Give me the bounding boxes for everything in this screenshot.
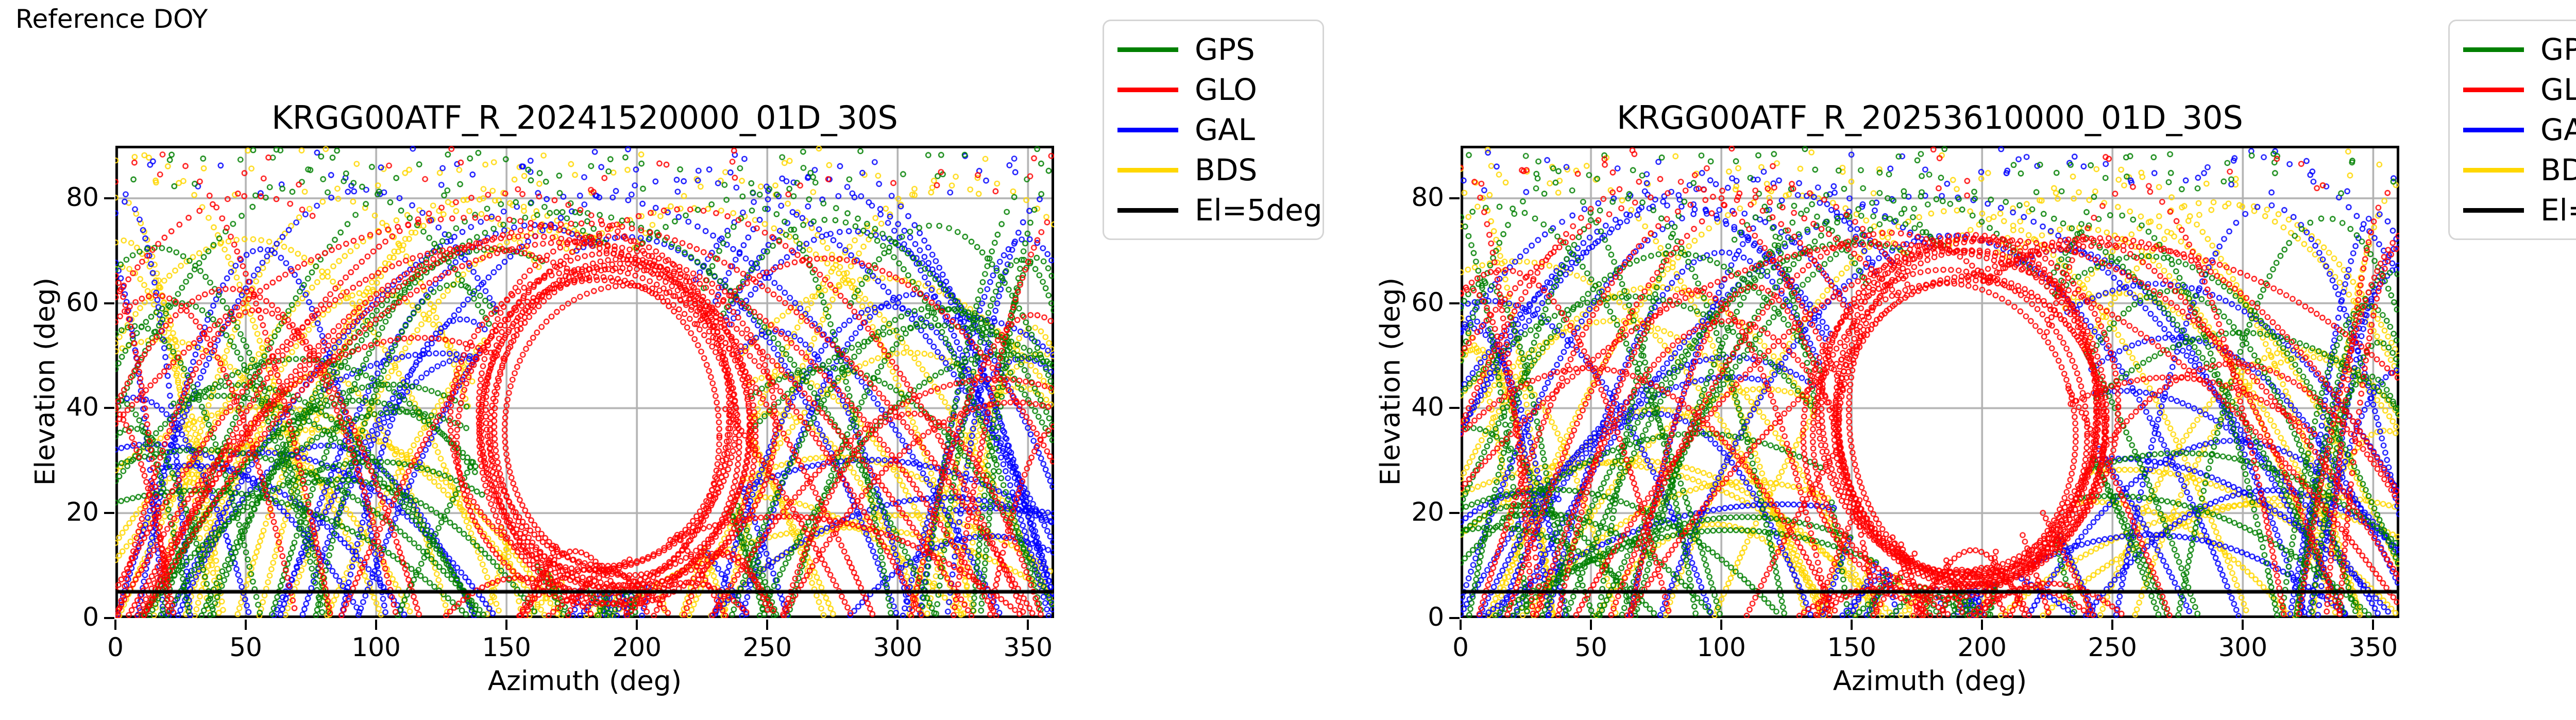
y-tick-mark [1449,197,1460,199]
legend-line-sample [1117,87,1178,92]
x-tick-label: 100 [1697,632,1746,662]
y-tick-label: 40 [1411,392,1444,422]
y-tick-mark [1449,407,1460,409]
legend-line-sample [1117,167,1178,173]
legend-label: GPS [2540,32,2576,67]
x-tick-label: 150 [1827,632,1876,662]
legend-line-sample [2463,47,2524,52]
x-tick-mark [2372,620,2375,630]
x-tick-label: 200 [612,632,662,662]
x-tick-label: 0 [107,632,124,662]
y-tick-mark [1449,512,1460,515]
panel-b-title: KRGG00ATF_R_20253610000_01D_30S [1617,99,2243,136]
x-tick-label: 250 [2088,632,2137,662]
x-tick-label: 300 [2218,632,2268,662]
x-tick-mark [245,620,247,630]
y-tick-label: 80 [1411,182,1444,212]
legend-line-sample [2463,127,2524,132]
legend-label: GPS [1195,32,1255,67]
x-tick-label: 0 [1452,632,1469,662]
x-tick-mark [636,620,638,630]
y-tick-label: 40 [66,392,99,422]
legend-entry-glo: GLO [2463,72,2576,107]
legend-label: El=5deg [1195,193,1323,228]
x-tick-mark [1027,620,1029,630]
y-tick-label: 0 [82,602,99,632]
panel-b-skyplot-canvas [1461,146,2399,618]
y-tick-label: 0 [1428,602,1444,632]
x-tick-mark [766,620,769,630]
x-tick-label: 50 [229,632,262,662]
legend-label: El=5deg [2540,193,2576,228]
legend-entry-bds: BDS [1117,152,1323,187]
legend-entry-bds: BDS [2463,152,2576,187]
panel-b-legend: GPS GLO GAL BDS El=5deg [2448,20,2576,240]
x-tick-label: 100 [351,632,401,662]
x-tick-mark [896,620,899,630]
legend-line-sample [2463,87,2524,92]
legend-label: GAL [1195,112,1255,147]
legend-line-sample [2463,208,2524,213]
panel-a-xlabel: Azimuth (deg) [487,665,682,697]
x-tick-mark [505,620,508,630]
panel-b-ylabel: Elevation (deg) [1375,277,1406,486]
legend-label: GLO [2540,72,2576,107]
x-tick-mark [1720,620,1723,630]
y-tick-label: 80 [66,182,99,212]
x-tick-label: 350 [1003,632,1053,662]
y-tick-label: 60 [66,287,99,317]
legend-entry-gal: GAL [1117,112,1323,147]
x-tick-mark [1460,620,1462,630]
legend-label: BDS [1195,152,1258,187]
x-tick-label: 200 [1957,632,2007,662]
panel-a-ylabel: Elevation (deg) [29,277,61,486]
x-tick-mark [2242,620,2244,630]
x-tick-mark [1590,620,1592,630]
x-tick-label: 150 [482,632,531,662]
legend-entry-gps: GPS [2463,32,2576,67]
x-tick-label: 250 [742,632,792,662]
legend-entry-glo: GLO [1117,72,1323,107]
legend-entry-gal: GAL [2463,112,2576,147]
panel-a-legend: GPS GLO GAL BDS El=5deg [1103,20,1324,240]
legend-line-sample [1117,47,1178,52]
panel-a-title: KRGG00ATF_R_20241520000_01D_30S [272,99,898,136]
x-tick-label: 300 [873,632,923,662]
x-tick-mark [1981,620,1984,630]
legend-line-sample [2463,167,2524,173]
reference-doy-note: Reference DOY [15,4,208,34]
legend-label: BDS [2540,152,2576,187]
x-tick-mark [2111,620,2114,630]
legend-entry-el-5deg: El=5deg [1117,193,1323,228]
panel-b-xlabel: Azimuth (deg) [1833,665,2027,697]
x-tick-mark [114,620,116,630]
legend-line-sample [1117,127,1178,132]
x-tick-label: 50 [1574,632,1607,662]
y-tick-mark [104,197,114,199]
y-tick-mark [104,617,114,619]
panel-b-plot-area [1461,146,2399,618]
y-tick-mark [1449,302,1460,304]
panel-a-skyplot-canvas [115,146,1054,618]
y-tick-mark [104,302,114,304]
y-tick-mark [104,407,114,409]
legend-label: GLO [1195,72,1257,107]
x-tick-mark [1851,620,1853,630]
legend-label: GAL [2540,112,2576,147]
legend-entry-gps: GPS [1117,32,1323,67]
y-tick-mark [104,512,114,515]
x-tick-mark [375,620,378,630]
y-tick-label: 60 [1411,287,1444,317]
y-tick-label: 20 [1411,497,1444,527]
y-tick-mark [1449,617,1460,619]
legend-entry-el-5deg: El=5deg [2463,193,2576,228]
y-tick-label: 20 [66,497,99,527]
panel-a-plot-area [115,146,1054,618]
legend-line-sample [1117,208,1178,213]
x-tick-label: 350 [2348,632,2398,662]
